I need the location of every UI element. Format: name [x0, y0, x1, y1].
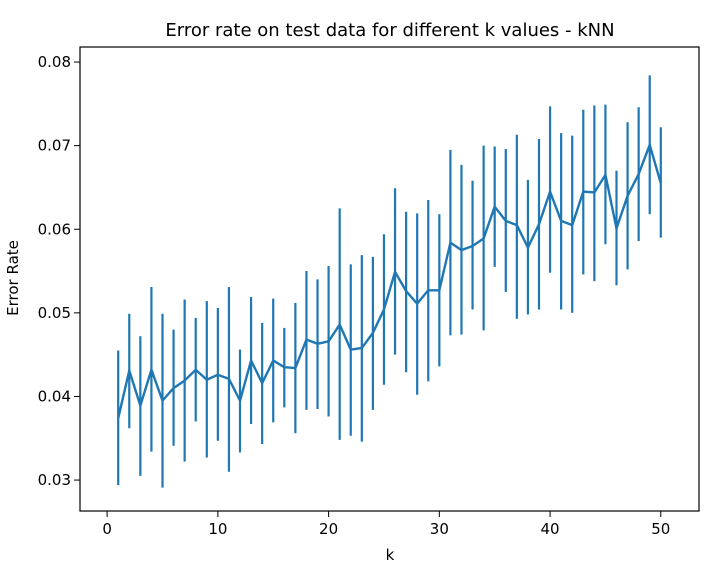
y-tick-label: 0.08: [38, 53, 71, 71]
chart-title: Error rate on test data for different k …: [165, 20, 614, 41]
series-line: [117, 143, 662, 419]
axes-frame: [79, 46, 700, 512]
x-tick-label: 50: [651, 520, 670, 538]
x-tick-label: 0: [102, 520, 112, 538]
x-axis-label: k: [386, 546, 395, 564]
y-tick-label: 0.05: [38, 304, 71, 322]
y-tick-label: 0.06: [38, 220, 71, 238]
x-tick-label: 40: [541, 520, 560, 538]
y-tick-label: 0.07: [38, 137, 71, 155]
x-tick-label: 30: [430, 520, 449, 538]
y-axis-label: Error Rate: [4, 240, 22, 316]
plot-area: 0 10 20 30 40 50 0.03 0.04 0.05 0.06 0.07 0.08: [38, 53, 671, 538]
x-tick-label: 10: [208, 520, 227, 538]
x-tick-label: 20: [319, 520, 338, 538]
y-tick-label: 0.03: [38, 471, 71, 489]
y-tick-label: 0.04: [38, 387, 71, 405]
